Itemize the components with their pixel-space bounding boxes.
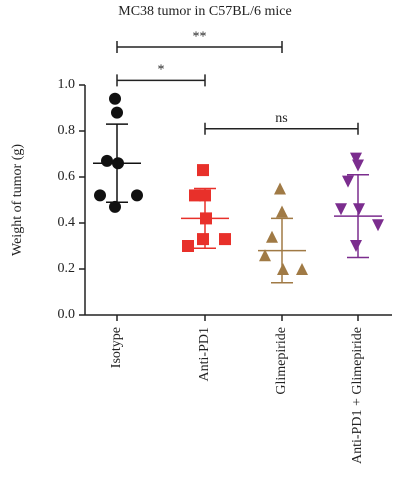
error-bar <box>194 187 216 250</box>
data-point <box>189 189 201 202</box>
data-point <box>350 240 362 252</box>
data-point <box>266 230 278 243</box>
data-point <box>259 249 271 262</box>
y-tick-label: 0.2 <box>58 261 76 276</box>
chart-title: MC38 tumor in C57BL/6 mice <box>118 4 291 19</box>
data-point <box>350 152 362 165</box>
y-tick-label: 0.0 <box>58 307 76 322</box>
data-point <box>101 154 113 167</box>
x-tick-label: Isotype <box>109 327 124 368</box>
y-axis-label: Weight of tumor (g) <box>10 144 25 256</box>
data-point <box>372 219 384 232</box>
error-bar <box>106 123 128 204</box>
y-tick-label: 1.0 <box>58 77 76 92</box>
y-tick-label: 0.6 <box>58 169 76 184</box>
data-point <box>94 189 106 202</box>
y-tick-label: 0.8 <box>58 123 76 138</box>
data-point <box>109 92 121 105</box>
x-tick-label: Anti-PD1 <box>197 327 212 381</box>
x-tick-label: Glimepiride <box>274 327 289 395</box>
data-point <box>277 263 289 275</box>
error-bar <box>347 173 369 259</box>
data-point <box>109 200 121 213</box>
significance-label: * <box>158 63 165 78</box>
data-point <box>131 189 143 202</box>
significance-bracket <box>204 122 359 135</box>
significance-label: ns <box>275 111 287 126</box>
data-point <box>219 233 231 246</box>
data-point <box>182 240 194 252</box>
data-point <box>274 182 286 195</box>
significance-bracket <box>116 41 283 54</box>
x-tick-label: Anti-PD1 + Glimepiride <box>350 327 365 464</box>
significance-bracket <box>116 74 206 87</box>
data-point <box>335 203 347 216</box>
data-point <box>111 106 123 119</box>
data-point <box>197 164 209 177</box>
data-point <box>197 233 209 246</box>
data-point <box>296 263 308 275</box>
error-bar <box>271 217 293 284</box>
significance-label: ** <box>193 29 207 44</box>
data-point <box>276 205 288 218</box>
y-tick-label: 0.4 <box>58 215 76 230</box>
data-point <box>353 203 365 216</box>
data-point <box>352 159 364 172</box>
data-point <box>342 175 354 188</box>
